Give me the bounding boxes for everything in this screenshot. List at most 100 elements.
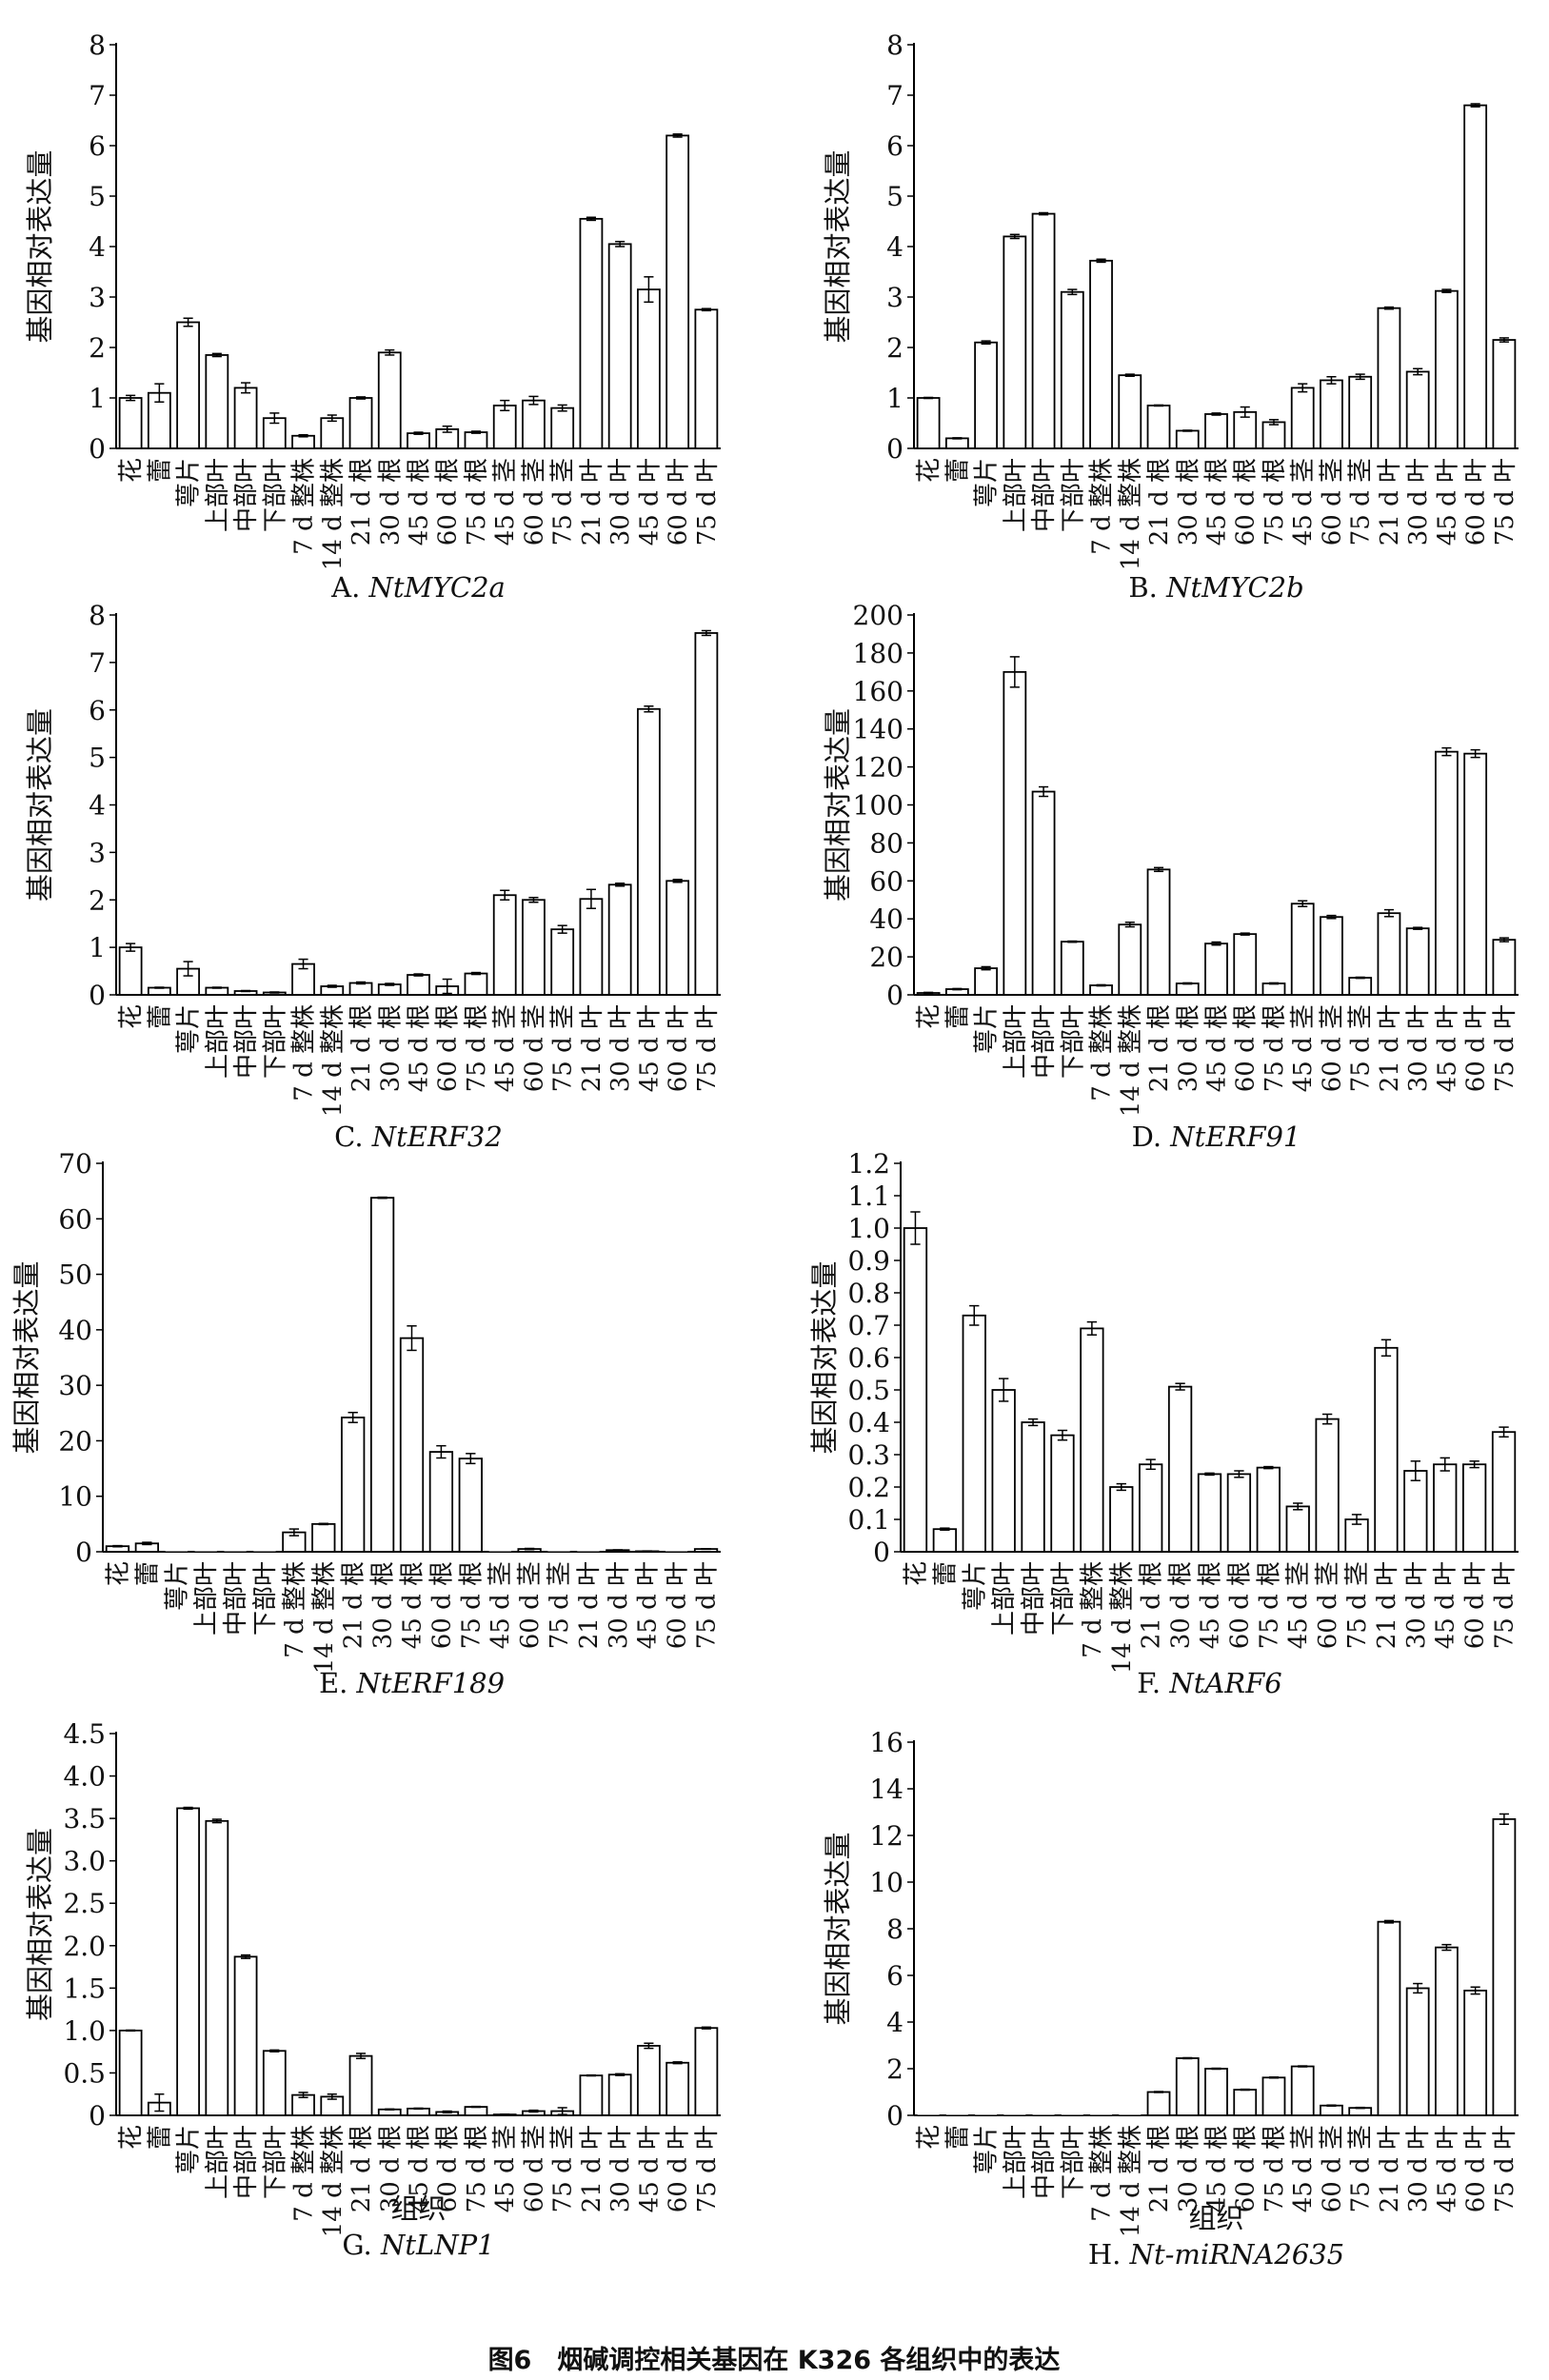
- bar-11: [399, 1337, 425, 1553]
- y-tick-label: 0: [89, 433, 106, 465]
- category-label-14: 45 d 茎: [1289, 1004, 1318, 1092]
- bar-18: [607, 883, 632, 996]
- bar-17: [577, 1551, 600, 1552]
- bar-8: [311, 1522, 336, 1553]
- bar-20: [665, 2061, 690, 2116]
- category-label-17: 21 d 叶: [1376, 2125, 1404, 2212]
- y-tick-label: 140: [853, 714, 904, 745]
- category-label-18: 30 d 叶: [1402, 1561, 1431, 1649]
- category-label-15: 60 d 茎: [1318, 458, 1346, 545]
- category-label-21: 75 d 叶: [693, 2125, 722, 2212]
- y-tick-label: 120: [853, 752, 904, 783]
- bar-15: [1315, 1418, 1340, 1553]
- category-label-10: 30 d 根: [369, 1561, 398, 1649]
- bar-6: [1050, 1434, 1075, 1553]
- bar-10: [369, 1197, 395, 1553]
- bar-7: [291, 434, 315, 449]
- bar-21: [694, 2027, 719, 2116]
- bar-6: [253, 1551, 276, 1552]
- y-tick-label: 6: [89, 130, 106, 162]
- category-label-1: 花: [104, 1561, 132, 1586]
- category-label-20: 60 d 叶: [1462, 1004, 1491, 1092]
- y-tick-label: 12: [869, 1820, 904, 1852]
- bar-19: [1435, 289, 1459, 449]
- bar-17: [1377, 307, 1401, 449]
- bar-5: [1031, 212, 1056, 449]
- category-label-17: 21 d 叶: [1376, 458, 1404, 545]
- bar-21: [1492, 1817, 1517, 2116]
- category-label-3: 萼片: [961, 1561, 989, 1611]
- x-axis-label: 组织: [390, 2192, 446, 2225]
- y-tick-label: 0.2: [847, 1472, 890, 1503]
- category-label-1: 花: [902, 1561, 930, 1586]
- category-label-16: 75 d 茎: [549, 2125, 578, 2212]
- bar-19: [1435, 1946, 1459, 2116]
- category-label-6: 下部叶: [261, 458, 289, 532]
- bar-13: [1261, 421, 1286, 449]
- bar-2: [932, 1528, 958, 1553]
- category-label-19: 45 d 叶: [1433, 1004, 1461, 1092]
- category-label-14: 45 d 茎: [1284, 1561, 1313, 1649]
- bar-19: [637, 707, 661, 996]
- category-label-13: 75 d 根: [463, 458, 491, 545]
- panels-layer: 012345678基因相对表达量花蕾萼片 上部叶 中部叶 下部叶 7 d 整株 14 d …: [10, 30, 1519, 2271]
- category-label-11: 45 d 根: [1203, 2125, 1232, 2212]
- bar-19: [1435, 750, 1459, 996]
- category-label-4: 上部叶: [1002, 2125, 1030, 2199]
- panel-letter: G.: [342, 2229, 381, 2261]
- y-tick-label: 3: [89, 837, 106, 868]
- bar-1: [118, 2029, 143, 2116]
- category-label-19: 45 d 叶: [1433, 2125, 1461, 2212]
- chart-panel-c: 0 1 2 3 4 5 6 7 8 基因相对表达量花蕾萼片 上部叶 中部叶 下部叶 7 d 整株 14 d …: [24, 600, 722, 1153]
- panel-title: G. NtLNP1: [342, 2229, 494, 2261]
- category-label-5: 中部叶: [222, 1561, 250, 1636]
- panel-title: H. Nt-miRNA2635: [1088, 2238, 1344, 2271]
- category-label-1: 花: [117, 2125, 146, 2150]
- bar-10: [1175, 429, 1200, 449]
- category-label-16: 75 d 茎: [1343, 1561, 1372, 1649]
- y-tick-label: 30: [58, 1370, 92, 1401]
- category-label-3: 萼片: [973, 1004, 1002, 1054]
- category-label-10: 30 d 根: [376, 2125, 405, 2212]
- bar-9: [348, 397, 373, 449]
- y-tick-label: 0: [886, 433, 904, 465]
- bar-15: [1320, 2104, 1343, 2116]
- category-label-15: 60 d 茎: [1318, 2125, 1346, 2212]
- y-tick-label: 0: [886, 980, 904, 1011]
- bar-1: [917, 2114, 940, 2115]
- category-label-8: 14 d 整株: [1108, 1561, 1137, 1674]
- category-label-18: 30 d 叶: [605, 1561, 633, 1649]
- bar-14: [492, 405, 517, 449]
- panel-title: E. NtERF189: [319, 1667, 505, 1699]
- panel-letter: B.: [1128, 571, 1166, 604]
- category-label-21: 75 d 叶: [693, 458, 722, 545]
- y-tick-label: 160: [853, 676, 904, 707]
- category-label-16: 75 d 茎: [1347, 458, 1376, 545]
- category-label-18: 30 d 叶: [606, 1004, 635, 1092]
- category-label-12: 60 d 根: [1225, 1561, 1254, 1649]
- category-label-9: 21 d 根: [348, 1004, 376, 1092]
- category-label-20: 60 d 叶: [1462, 2125, 1491, 2212]
- y-tick-label: 180: [853, 638, 904, 669]
- y-tick-label: 3: [886, 282, 904, 313]
- category-label-10: 30 d 根: [376, 1004, 405, 1092]
- y-tick-label: 8: [886, 30, 904, 61]
- bar-9: [1139, 1463, 1163, 1553]
- category-label-9: 21 d 根: [340, 1561, 368, 1649]
- category-label-13: 75 d 根: [1261, 2125, 1289, 2212]
- bar-14: [1285, 1505, 1310, 1553]
- y-tick-label: 8: [89, 600, 106, 631]
- panel-letter: F.: [1137, 1667, 1169, 1699]
- bar-16: [550, 407, 575, 449]
- gene-name: NtERF91: [1169, 1121, 1301, 1153]
- bar-18: [1405, 370, 1430, 449]
- category-label-15: 60 d 茎: [520, 458, 548, 545]
- category-label-6: 下部叶: [261, 2125, 289, 2199]
- bar-1: [118, 397, 143, 449]
- category-label-1: 花: [117, 458, 146, 483]
- bar-18: [1405, 927, 1430, 996]
- bar-12: [1226, 1473, 1252, 1553]
- bar-15: [522, 399, 546, 449]
- category-label-21: 75 d 叶: [1491, 2125, 1519, 2212]
- category-label-5: 中部叶: [1020, 1561, 1048, 1636]
